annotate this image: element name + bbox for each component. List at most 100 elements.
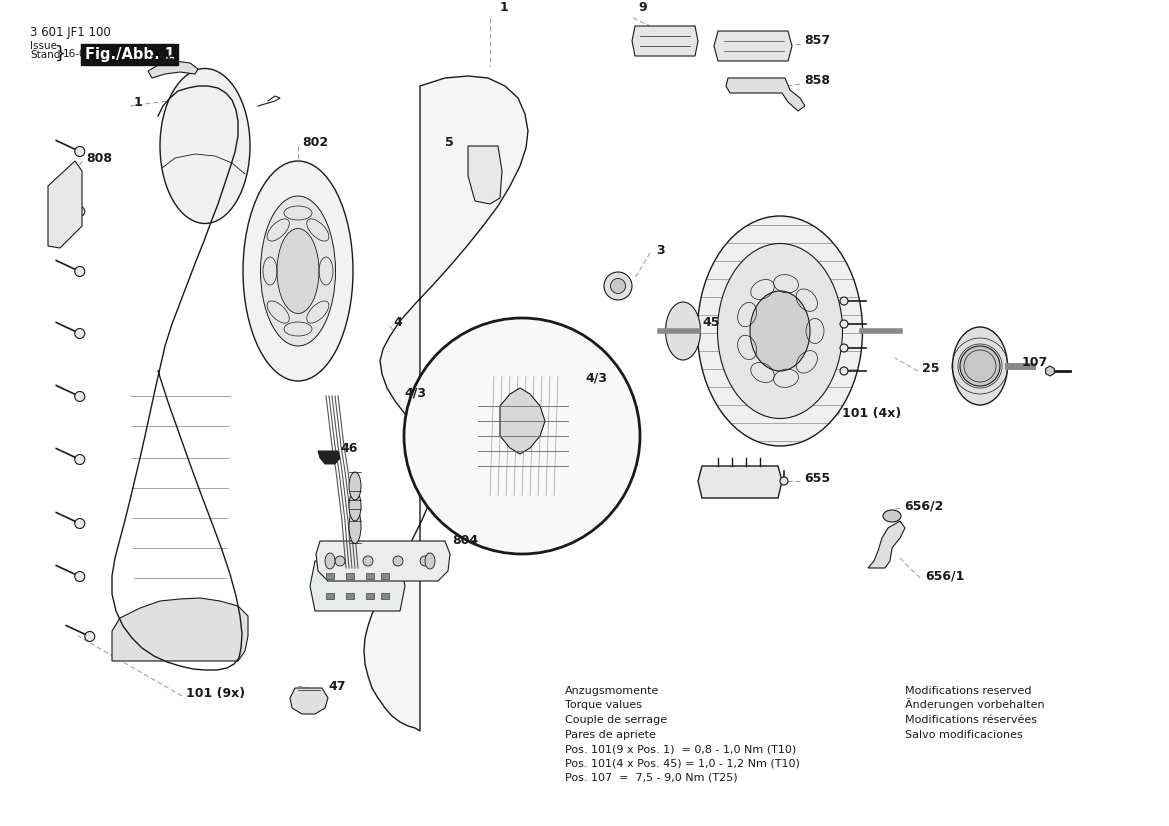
- Circle shape: [75, 572, 85, 582]
- Polygon shape: [1045, 366, 1054, 376]
- Text: 5: 5: [445, 136, 454, 150]
- Text: 101 (9x): 101 (9x): [186, 687, 245, 700]
- Polygon shape: [500, 388, 545, 454]
- Polygon shape: [726, 78, 805, 111]
- Polygon shape: [714, 31, 793, 61]
- Text: Fig./Abb. 1: Fig./Abb. 1: [85, 47, 175, 62]
- Text: 4/3: 4/3: [584, 372, 607, 384]
- Ellipse shape: [698, 216, 863, 446]
- Polygon shape: [632, 26, 698, 56]
- Text: Torque values: Torque values: [565, 700, 642, 710]
- Polygon shape: [48, 161, 82, 248]
- Text: Pos. 101(4 x Pos. 45) = 1,0 - 1,2 Nm (T10): Pos. 101(4 x Pos. 45) = 1,0 - 1,2 Nm (T1…: [565, 758, 800, 768]
- Text: Stand: Stand: [30, 50, 61, 60]
- Text: 101 (4x): 101 (4x): [842, 406, 901, 420]
- Text: Modifications reserved: Modifications reserved: [905, 686, 1031, 696]
- Polygon shape: [364, 76, 528, 731]
- Ellipse shape: [160, 69, 250, 224]
- Polygon shape: [112, 598, 248, 661]
- Circle shape: [841, 344, 848, 352]
- Ellipse shape: [953, 327, 1008, 405]
- Text: 25: 25: [922, 362, 940, 374]
- Ellipse shape: [718, 244, 843, 419]
- Text: Pos. 101(9 x Pos. 1)  = 0,8 - 1,0 Nm (T10): Pos. 101(9 x Pos. 1) = 0,8 - 1,0 Nm (T10…: [565, 744, 796, 754]
- Circle shape: [85, 632, 95, 642]
- Polygon shape: [148, 61, 198, 78]
- Text: 3: 3: [656, 244, 665, 257]
- Ellipse shape: [325, 553, 336, 569]
- Text: 4/3: 4/3: [404, 387, 426, 400]
- Polygon shape: [316, 541, 450, 581]
- Text: 1: 1: [500, 1, 509, 14]
- Bar: [381, 593, 389, 599]
- Polygon shape: [290, 688, 328, 714]
- Text: 655: 655: [804, 472, 830, 485]
- Polygon shape: [310, 561, 404, 611]
- Circle shape: [841, 367, 848, 375]
- Text: 16-09-13: 16-09-13: [63, 49, 110, 59]
- Text: 47: 47: [328, 680, 346, 692]
- Circle shape: [404, 318, 639, 554]
- Polygon shape: [698, 466, 782, 498]
- Text: 3 601 JF1 100: 3 601 JF1 100: [30, 26, 111, 39]
- Text: 858: 858: [804, 74, 830, 88]
- Bar: [326, 573, 334, 579]
- Ellipse shape: [426, 553, 435, 569]
- Text: 808: 808: [87, 151, 112, 164]
- Circle shape: [841, 297, 848, 305]
- Ellipse shape: [261, 196, 336, 346]
- Circle shape: [841, 320, 848, 328]
- Polygon shape: [468, 146, 502, 204]
- FancyBboxPatch shape: [81, 44, 178, 65]
- Text: 656/1: 656/1: [925, 569, 964, 582]
- Text: 1: 1: [134, 97, 143, 110]
- Circle shape: [364, 556, 373, 566]
- Ellipse shape: [243, 161, 353, 381]
- Circle shape: [75, 206, 85, 216]
- Circle shape: [75, 146, 85, 156]
- Text: Modifications réservées: Modifications réservées: [905, 715, 1037, 725]
- Polygon shape: [318, 451, 340, 464]
- Text: 46: 46: [340, 442, 358, 454]
- Text: Salvo modificaciones: Salvo modificaciones: [905, 729, 1023, 739]
- Text: 107: 107: [1022, 357, 1049, 369]
- Circle shape: [75, 267, 85, 277]
- Ellipse shape: [350, 491, 361, 521]
- Bar: [366, 593, 374, 599]
- Bar: [326, 593, 334, 599]
- Text: Couple de serrage: Couple de serrage: [565, 715, 667, 725]
- Text: 656/2: 656/2: [904, 500, 943, 512]
- Circle shape: [75, 519, 85, 529]
- Text: 802: 802: [302, 136, 328, 150]
- Ellipse shape: [610, 278, 625, 293]
- Circle shape: [75, 392, 85, 401]
- Text: 4: 4: [393, 316, 402, 329]
- Ellipse shape: [883, 510, 901, 522]
- Ellipse shape: [350, 509, 361, 544]
- Text: 45: 45: [703, 316, 719, 330]
- Circle shape: [960, 346, 999, 386]
- Polygon shape: [869, 521, 905, 568]
- Circle shape: [780, 477, 788, 485]
- Text: Issue: Issue: [30, 41, 57, 51]
- Text: Anzugsmomente: Anzugsmomente: [565, 686, 659, 696]
- Text: 857: 857: [804, 35, 830, 48]
- Circle shape: [75, 454, 85, 464]
- Text: Pos. 107  =  7,5 - 9,0 Nm (T25): Pos. 107 = 7,5 - 9,0 Nm (T25): [565, 773, 738, 783]
- Text: 9: 9: [638, 1, 646, 14]
- Ellipse shape: [604, 272, 632, 300]
- Circle shape: [393, 556, 403, 566]
- Circle shape: [75, 329, 85, 339]
- Ellipse shape: [665, 302, 700, 360]
- Bar: [366, 573, 374, 579]
- Text: Pares de apriete: Pares de apriete: [565, 729, 656, 739]
- Text: 804: 804: [452, 534, 478, 547]
- Ellipse shape: [750, 291, 810, 371]
- Text: }: }: [55, 45, 67, 63]
- Circle shape: [336, 556, 345, 566]
- Ellipse shape: [277, 229, 319, 314]
- Bar: [346, 573, 354, 579]
- Bar: [346, 593, 354, 599]
- Ellipse shape: [350, 472, 361, 500]
- Text: 106: 106: [150, 55, 177, 68]
